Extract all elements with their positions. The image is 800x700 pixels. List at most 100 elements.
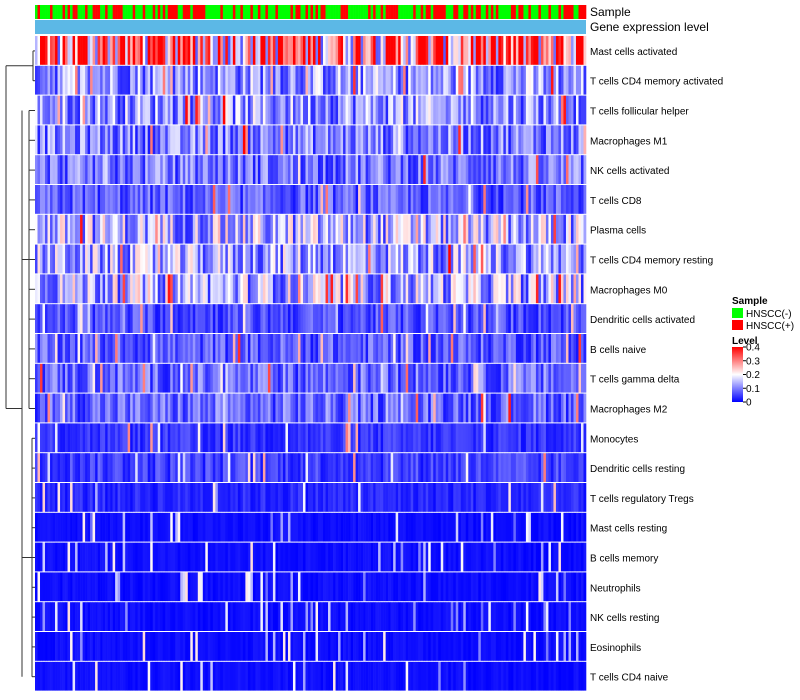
heatmap-cell	[553, 95, 557, 125]
heatmap-cell	[315, 274, 319, 304]
heatmap-cell	[172, 542, 176, 572]
heatmap-cell	[190, 65, 194, 95]
sample-cell	[117, 5, 121, 19]
heatmap-cell	[72, 483, 76, 512]
heatmap-cell	[403, 65, 406, 95]
heatmap-cell	[55, 214, 58, 244]
heatmap-cell	[45, 304, 48, 333]
heatmap-cell	[170, 185, 174, 214]
heatmap-cell	[328, 363, 331, 393]
heatmap-cell	[555, 125, 559, 155]
sample-cell	[383, 5, 386, 19]
heatmap-cell	[440, 483, 444, 512]
heatmap-cell	[245, 572, 249, 602]
heatmap-cell	[290, 632, 294, 661]
heatmap-cell	[162, 125, 166, 155]
heatmap-cell	[297, 214, 301, 244]
heatmap-cell	[373, 36, 376, 65]
heatmap-cell	[520, 95, 524, 125]
heatmap-cell	[375, 65, 379, 95]
heatmap-cell	[418, 572, 421, 602]
heatmap-cell	[390, 155, 394, 184]
heatmap-cell	[195, 36, 199, 65]
sample-cell	[82, 5, 86, 19]
heatmap-cell	[350, 632, 354, 661]
heatmap-cell	[428, 453, 432, 482]
heatmap-cell	[40, 95, 43, 125]
heatmap-cell	[558, 393, 562, 423]
heatmap-cell	[408, 36, 411, 65]
heatmap-cell	[110, 393, 113, 423]
sample-cell	[197, 5, 201, 19]
heatmap-cell	[510, 423, 514, 453]
heatmap-cell	[110, 304, 113, 333]
heatmap-cell	[77, 363, 81, 393]
heatmap-cell	[125, 155, 128, 184]
heatmap-cell	[390, 244, 394, 274]
heatmap-cell	[480, 304, 484, 333]
heatmap-cell	[190, 423, 194, 453]
heatmap-cell	[318, 393, 321, 423]
heatmap-cell	[445, 155, 449, 184]
heatmap-cell	[450, 244, 454, 274]
heatmap-cell	[200, 483, 204, 512]
heatmap-cell	[302, 244, 306, 274]
heatmap-cell	[410, 185, 414, 214]
heatmap-cell	[207, 334, 211, 363]
heatmap-cell	[180, 304, 184, 333]
heatmap-cell	[583, 244, 587, 274]
heatmap-cell	[333, 363, 336, 393]
heatmap-cell	[535, 65, 539, 95]
heatmap-cell	[553, 274, 557, 304]
heatmap-cell	[205, 363, 209, 393]
heatmap-cell	[102, 542, 106, 572]
heatmap-cell	[52, 423, 56, 453]
heatmap-cell	[378, 36, 381, 65]
heatmap-cell	[172, 155, 176, 184]
heatmap-cell	[433, 572, 437, 602]
heatmap-cell	[170, 304, 174, 333]
heatmap-cell	[570, 36, 574, 65]
heatmap-cell	[77, 393, 81, 423]
heatmap-cell	[147, 572, 151, 602]
heatmap-cell	[117, 214, 121, 244]
heatmap-cell	[62, 453, 66, 482]
heatmap-cell	[92, 95, 96, 125]
heatmap-cell	[265, 393, 269, 423]
heatmap-cell	[165, 95, 169, 125]
heatmap-cell	[122, 274, 126, 304]
heatmap-cell	[272, 512, 276, 542]
heatmap-cell	[72, 125, 76, 155]
heatmap-cell	[443, 155, 447, 184]
heatmap-cell	[410, 423, 414, 453]
heatmap-cell	[270, 572, 274, 602]
heatmap-cell	[195, 423, 199, 453]
heatmap-cell	[343, 632, 346, 661]
heatmap-cell	[330, 214, 334, 244]
sample-cell	[355, 5, 359, 19]
heatmap-cell	[62, 334, 66, 363]
heatmap-cell	[87, 632, 91, 661]
heatmap-cell	[212, 65, 216, 95]
heatmap-cell	[370, 185, 374, 214]
heatmap-cell	[110, 185, 113, 214]
heatmap-cell	[508, 423, 512, 453]
heatmap-cell	[90, 453, 93, 482]
heatmap-cell	[200, 661, 204, 691]
heatmap-cell	[540, 393, 544, 423]
heatmap-cell	[448, 244, 452, 274]
heatmap-cell	[255, 542, 259, 572]
heatmap-cell	[378, 95, 381, 125]
heatmap-cell	[202, 512, 206, 542]
heatmap-cell	[205, 483, 209, 512]
heatmap-cell	[340, 542, 344, 572]
heatmap-cell	[265, 602, 269, 631]
heatmap-cell	[72, 632, 76, 661]
heatmap-cell	[508, 36, 512, 65]
heatmap-cell	[85, 334, 88, 363]
heatmap-cell	[87, 572, 91, 602]
heatmap-cell	[277, 632, 281, 661]
heatmap-cell	[252, 602, 256, 631]
heatmap-cell	[37, 155, 41, 184]
heatmap-cell	[195, 244, 199, 274]
